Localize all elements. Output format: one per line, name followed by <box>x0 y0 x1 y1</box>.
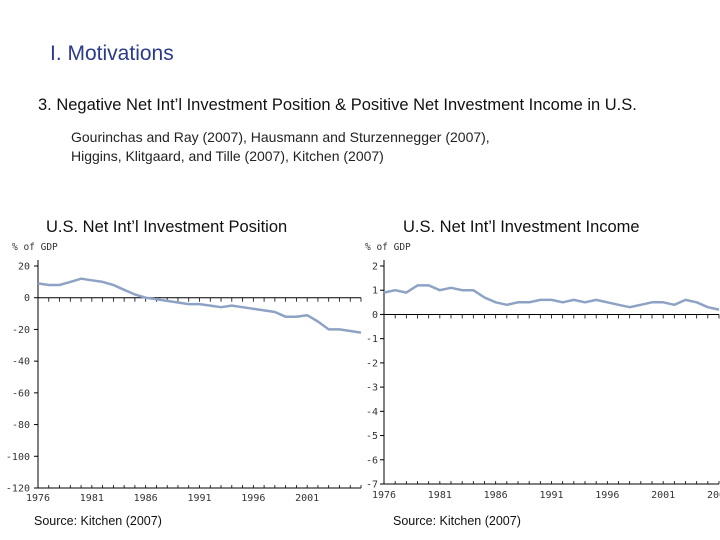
left-chart-source: Source: Kitchen (2007) <box>34 514 162 528</box>
y-tick-label: -120 <box>6 484 30 495</box>
y-tick-label: 0 <box>372 310 378 321</box>
y-tick-label: -60 <box>12 388 30 399</box>
slide-heading: I. Motivations <box>50 42 174 65</box>
series-line <box>383 284 720 311</box>
y-tick-label: 0 <box>24 293 30 304</box>
x-tick-label: 1986 <box>134 493 158 504</box>
left-chart-title: U.S. Net Int’l Investment Position <box>46 218 288 236</box>
slide-subheading: 3. Negative Net Int’l Investment Positio… <box>38 96 637 114</box>
y-tick-label: -3 <box>366 383 378 394</box>
reference-line-2: Higgins, Klitgaard, and Tille (2007), Ki… <box>71 148 384 164</box>
right-chart-title: U.S. Net Int’l Investment Income <box>403 218 640 236</box>
y-tick-label: -80 <box>12 420 30 431</box>
x-tick-label: 1996 <box>241 493 265 504</box>
y-tick-label: -7 <box>366 480 378 491</box>
x-tick-label: 1986 <box>484 490 508 501</box>
y-tick-label: -20 <box>12 325 30 336</box>
x-tick-label: 2006 <box>707 490 720 501</box>
right-chart-source: Source: Kitchen (2007) <box>393 514 521 528</box>
reference-line-1: Gourinchas and Ray (2007), Hausmann and … <box>71 129 490 145</box>
x-tick-label: 2001 <box>651 490 675 501</box>
x-tick-label: 1976 <box>372 490 396 501</box>
x-tick-label: 1981 <box>428 490 452 501</box>
y-tick-label: -5 <box>366 431 378 442</box>
x-tick-label: 1981 <box>80 493 104 504</box>
references-list: Gourinchas and Ray (2007), Hausmann and … <box>71 128 490 166</box>
y-tick-label: -1 <box>366 334 378 345</box>
y-tick-label: 20 <box>18 262 30 273</box>
x-tick-label: 1996 <box>595 490 619 501</box>
y-tick-label: -40 <box>12 357 30 368</box>
y-tick-label: 2 <box>372 262 378 273</box>
unit-label: % of GDP <box>365 242 411 253</box>
x-tick-label: 2001 <box>295 493 319 504</box>
y-tick-label: -2 <box>366 358 378 369</box>
x-tick-label: 1991 <box>187 493 211 504</box>
y-tick-label: -4 <box>366 407 378 418</box>
y-tick-label: 1 <box>372 286 378 297</box>
series-line <box>37 277 362 334</box>
y-tick-label: -6 <box>366 455 378 466</box>
x-tick-label: 1976 <box>26 493 50 504</box>
x-tick-label: 1991 <box>539 490 563 501</box>
y-tick-label: -100 <box>6 452 30 463</box>
unit-label: % of GDP <box>12 242 58 253</box>
